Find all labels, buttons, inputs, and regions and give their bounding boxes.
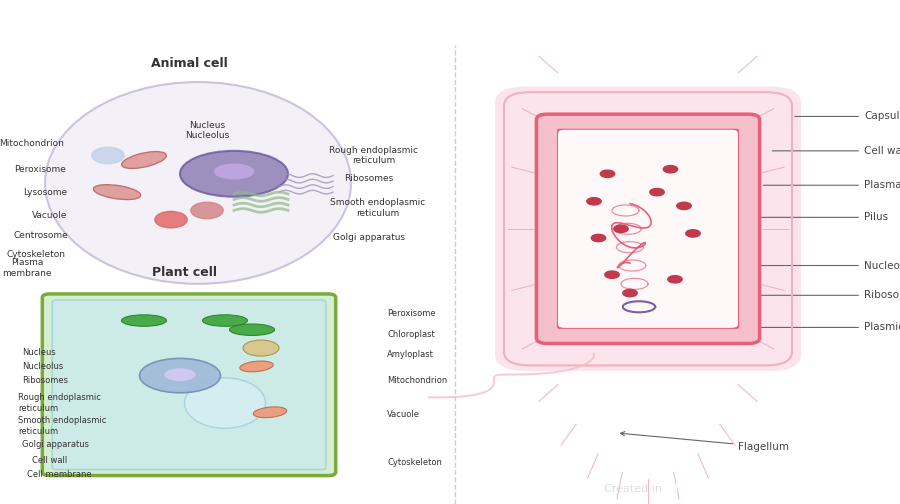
Circle shape [623, 289, 637, 297]
Text: Ribosomes: Ribosomes [345, 174, 393, 183]
Ellipse shape [202, 315, 248, 326]
Circle shape [663, 165, 678, 173]
Text: Chloroplast: Chloroplast [387, 330, 435, 339]
Text: Ribosome: Ribosome [741, 290, 900, 300]
Text: Amyloplast: Amyloplast [387, 350, 434, 359]
Text: Smooth endoplasmic
reticulum: Smooth endoplasmic reticulum [18, 416, 106, 436]
Text: Lysosome: Lysosome [22, 187, 68, 197]
Text: Plasma membrane: Plasma membrane [763, 180, 900, 190]
Text: Smooth endoplasmic
reticulum: Smooth endoplasmic reticulum [330, 199, 426, 218]
Text: Peroxisome: Peroxisome [14, 165, 67, 174]
Text: Eukaryotic Cells vs Prokaryotic cells: Eukaryotic Cells vs Prokaryotic cells [195, 13, 705, 37]
Text: Rough endoplasmic
reticulum: Rough endoplasmic reticulum [18, 394, 101, 413]
Circle shape [605, 271, 619, 278]
Text: Animal cell: Animal cell [150, 57, 228, 70]
Circle shape [92, 147, 124, 164]
Text: Mitochondrion: Mitochondrion [387, 375, 447, 385]
Text: Plant cell: Plant cell [152, 266, 217, 279]
FancyBboxPatch shape [495, 87, 801, 371]
FancyBboxPatch shape [52, 300, 326, 470]
Text: Mitochondrion: Mitochondrion [0, 140, 64, 149]
Text: Nucleolus: Nucleolus [22, 362, 64, 371]
Text: Vacuole: Vacuole [387, 410, 420, 419]
Text: BioRender.com: BioRender.com [666, 484, 759, 494]
Circle shape [686, 230, 700, 237]
Text: Created in: Created in [605, 484, 666, 494]
Ellipse shape [230, 324, 274, 336]
FancyBboxPatch shape [558, 130, 738, 328]
Ellipse shape [45, 82, 351, 284]
Ellipse shape [164, 368, 195, 381]
Text: Nucleus
Nucleolus: Nucleus Nucleolus [184, 120, 230, 140]
Text: Centrosome: Centrosome [14, 231, 68, 240]
FancyBboxPatch shape [536, 114, 760, 344]
Text: Capsule: Capsule [795, 111, 900, 121]
Circle shape [668, 276, 682, 283]
Ellipse shape [140, 358, 220, 393]
Text: Golgi apparatus: Golgi apparatus [22, 440, 89, 449]
Circle shape [155, 211, 187, 228]
Ellipse shape [214, 163, 254, 179]
Text: Nucleus: Nucleus [22, 348, 56, 357]
Text: bio: bio [859, 482, 883, 496]
Text: Rough endoplasmic
reticulum: Rough endoplasmic reticulum [329, 146, 418, 165]
Text: Cell membrane: Cell membrane [27, 470, 92, 479]
Circle shape [600, 170, 615, 177]
Ellipse shape [253, 407, 287, 418]
Text: Cell wall: Cell wall [772, 146, 900, 156]
Ellipse shape [122, 152, 166, 168]
Ellipse shape [184, 378, 266, 428]
Text: Cytoskeleton: Cytoskeleton [387, 458, 442, 467]
FancyBboxPatch shape [558, 130, 738, 328]
FancyBboxPatch shape [42, 294, 336, 476]
Ellipse shape [180, 151, 288, 197]
Circle shape [191, 202, 223, 219]
Circle shape [591, 234, 606, 241]
Text: Vacuole: Vacuole [32, 211, 68, 220]
Text: Plasma
membrane: Plasma membrane [2, 258, 52, 278]
Circle shape [650, 188, 664, 196]
Circle shape [587, 198, 601, 205]
Ellipse shape [239, 361, 274, 372]
Ellipse shape [94, 184, 140, 200]
Text: Pilus: Pilus [727, 212, 888, 222]
Ellipse shape [122, 315, 166, 326]
Circle shape [614, 225, 628, 232]
Text: Nucleoid: Nucleoid [714, 261, 900, 271]
Text: Peroxisome: Peroxisome [387, 309, 436, 318]
Text: Cytoskeleton: Cytoskeleton [6, 249, 66, 259]
Ellipse shape [243, 340, 279, 356]
Text: Flagellum: Flagellum [620, 431, 789, 452]
Text: Plasmid: Plasmid [723, 323, 900, 333]
Text: Golgi apparatus: Golgi apparatus [333, 233, 405, 242]
Text: Cell wall: Cell wall [32, 456, 67, 465]
Text: Ribosomes: Ribosomes [22, 375, 68, 385]
Circle shape [677, 202, 691, 210]
